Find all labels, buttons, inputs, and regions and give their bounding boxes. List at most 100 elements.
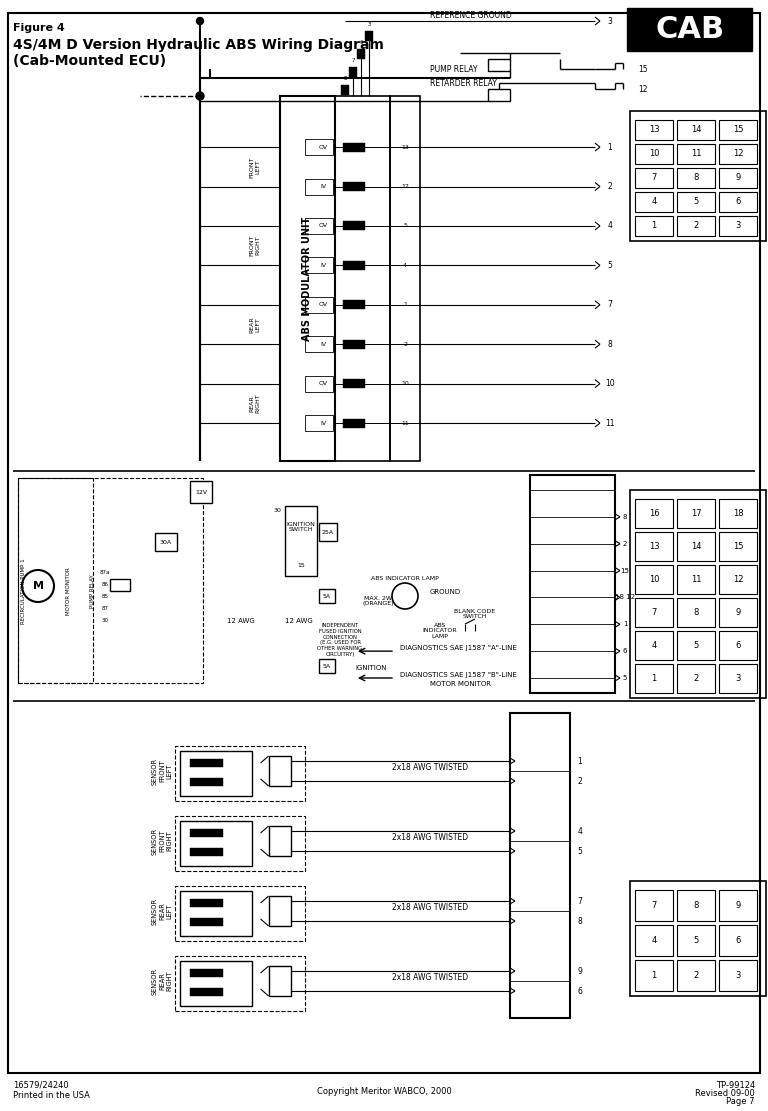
- Bar: [319, 589, 335, 603]
- Text: 12: 12: [733, 575, 743, 584]
- Text: FRONT
RIGHT: FRONT RIGHT: [250, 234, 260, 257]
- Text: 4: 4: [651, 198, 657, 207]
- Bar: [269, 965, 290, 995]
- Bar: [677, 631, 715, 660]
- Text: 5: 5: [694, 198, 699, 207]
- Text: 12 AWG: 12 AWG: [285, 619, 313, 624]
- Bar: [190, 899, 223, 907]
- Text: 8: 8: [694, 901, 699, 910]
- Text: 2: 2: [694, 221, 699, 230]
- Bar: [677, 664, 715, 693]
- Bar: [635, 565, 673, 594]
- Text: 1: 1: [651, 221, 657, 230]
- Text: CAB: CAB: [655, 14, 724, 43]
- Bar: [343, 340, 365, 349]
- Bar: [190, 969, 223, 977]
- Text: 2: 2: [694, 971, 699, 980]
- Text: 30A: 30A: [160, 540, 172, 544]
- Bar: [635, 216, 673, 236]
- Text: 8: 8: [694, 608, 699, 617]
- Bar: [190, 848, 223, 855]
- Text: 3: 3: [367, 22, 371, 28]
- Bar: [280, 96, 335, 461]
- Text: 8: 8: [578, 917, 582, 925]
- Text: 8: 8: [343, 77, 346, 81]
- Text: 15: 15: [733, 126, 743, 134]
- Bar: [269, 755, 290, 785]
- Bar: [349, 67, 357, 77]
- Text: 12 AWG: 12 AWG: [227, 619, 255, 624]
- Bar: [305, 218, 333, 234]
- Text: 2: 2: [623, 541, 627, 547]
- Bar: [677, 192, 715, 212]
- Text: INDEPENDENT
FUSED IGNITION
CONNECTION
(E.G. USED FOR
OTHER WARNING
CIRCUITRY): INDEPENDENT FUSED IGNITION CONNECTION (E…: [317, 623, 362, 657]
- Text: RECIRCULATION PUMP 1: RECIRCULATION PUMP 1: [22, 558, 27, 623]
- Bar: [719, 598, 757, 627]
- Text: 11: 11: [690, 150, 701, 159]
- Text: MOTOR MONITOR: MOTOR MONITOR: [430, 681, 491, 687]
- Text: 3: 3: [735, 674, 740, 683]
- Text: 2x18 AWG TWISTED: 2x18 AWG TWISTED: [392, 762, 468, 771]
- Text: 4S/4M D Version Hydraulic ABS Wiring Diagram: 4S/4M D Version Hydraulic ABS Wiring Dia…: [13, 38, 384, 52]
- Text: REFERENCE GROUND: REFERENCE GROUND: [430, 11, 511, 20]
- Bar: [719, 192, 757, 212]
- Bar: [269, 895, 290, 925]
- Bar: [343, 419, 365, 428]
- Text: IGNITION: IGNITION: [355, 665, 386, 671]
- Text: IGNITION
SWITCH: IGNITION SWITCH: [286, 521, 316, 532]
- Bar: [190, 759, 223, 767]
- Text: M: M: [32, 581, 44, 591]
- Text: 2: 2: [694, 674, 699, 683]
- Bar: [365, 31, 373, 41]
- Bar: [269, 825, 290, 855]
- Text: 2: 2: [403, 342, 407, 347]
- Bar: [719, 631, 757, 660]
- Bar: [343, 142, 365, 151]
- Bar: [488, 89, 510, 101]
- Text: 1: 1: [607, 142, 612, 151]
- Bar: [155, 533, 177, 551]
- Text: 15: 15: [621, 568, 630, 573]
- Bar: [677, 499, 715, 528]
- Text: 7: 7: [651, 608, 657, 617]
- Bar: [635, 598, 673, 627]
- Text: 1: 1: [651, 971, 657, 980]
- Text: 4: 4: [651, 641, 657, 650]
- Text: 5: 5: [694, 641, 699, 650]
- Text: 18: 18: [733, 509, 743, 518]
- Bar: [175, 955, 305, 1011]
- Circle shape: [392, 583, 418, 609]
- Text: 10: 10: [401, 381, 409, 387]
- Bar: [190, 988, 223, 995]
- Bar: [719, 216, 757, 236]
- Bar: [719, 168, 757, 188]
- Text: 10: 10: [605, 379, 615, 388]
- Text: 12V: 12V: [195, 490, 207, 494]
- Text: 13: 13: [649, 542, 659, 551]
- Text: 10: 10: [649, 150, 659, 159]
- Bar: [180, 821, 251, 865]
- Text: 5: 5: [578, 847, 582, 855]
- Bar: [635, 631, 673, 660]
- Bar: [305, 297, 333, 313]
- Text: 3: 3: [607, 17, 612, 26]
- Bar: [719, 960, 757, 991]
- Text: Figure 4: Figure 4: [13, 23, 65, 33]
- Bar: [530, 476, 615, 693]
- Bar: [635, 168, 673, 188]
- Bar: [180, 891, 251, 935]
- Text: PUMP RELAY: PUMP RELAY: [90, 574, 94, 608]
- Bar: [305, 337, 333, 352]
- Bar: [175, 885, 305, 941]
- Bar: [190, 481, 212, 503]
- Bar: [635, 499, 673, 528]
- Text: 86: 86: [101, 582, 108, 588]
- Text: 4: 4: [651, 935, 657, 945]
- Text: OV: OV: [319, 381, 328, 387]
- Text: 13: 13: [401, 144, 409, 150]
- Text: MOTOR MONITOR: MOTOR MONITOR: [65, 567, 71, 614]
- Text: 9: 9: [736, 901, 740, 910]
- Text: Revised 09-00: Revised 09-00: [695, 1089, 755, 1098]
- Bar: [488, 59, 510, 71]
- Bar: [719, 532, 757, 561]
